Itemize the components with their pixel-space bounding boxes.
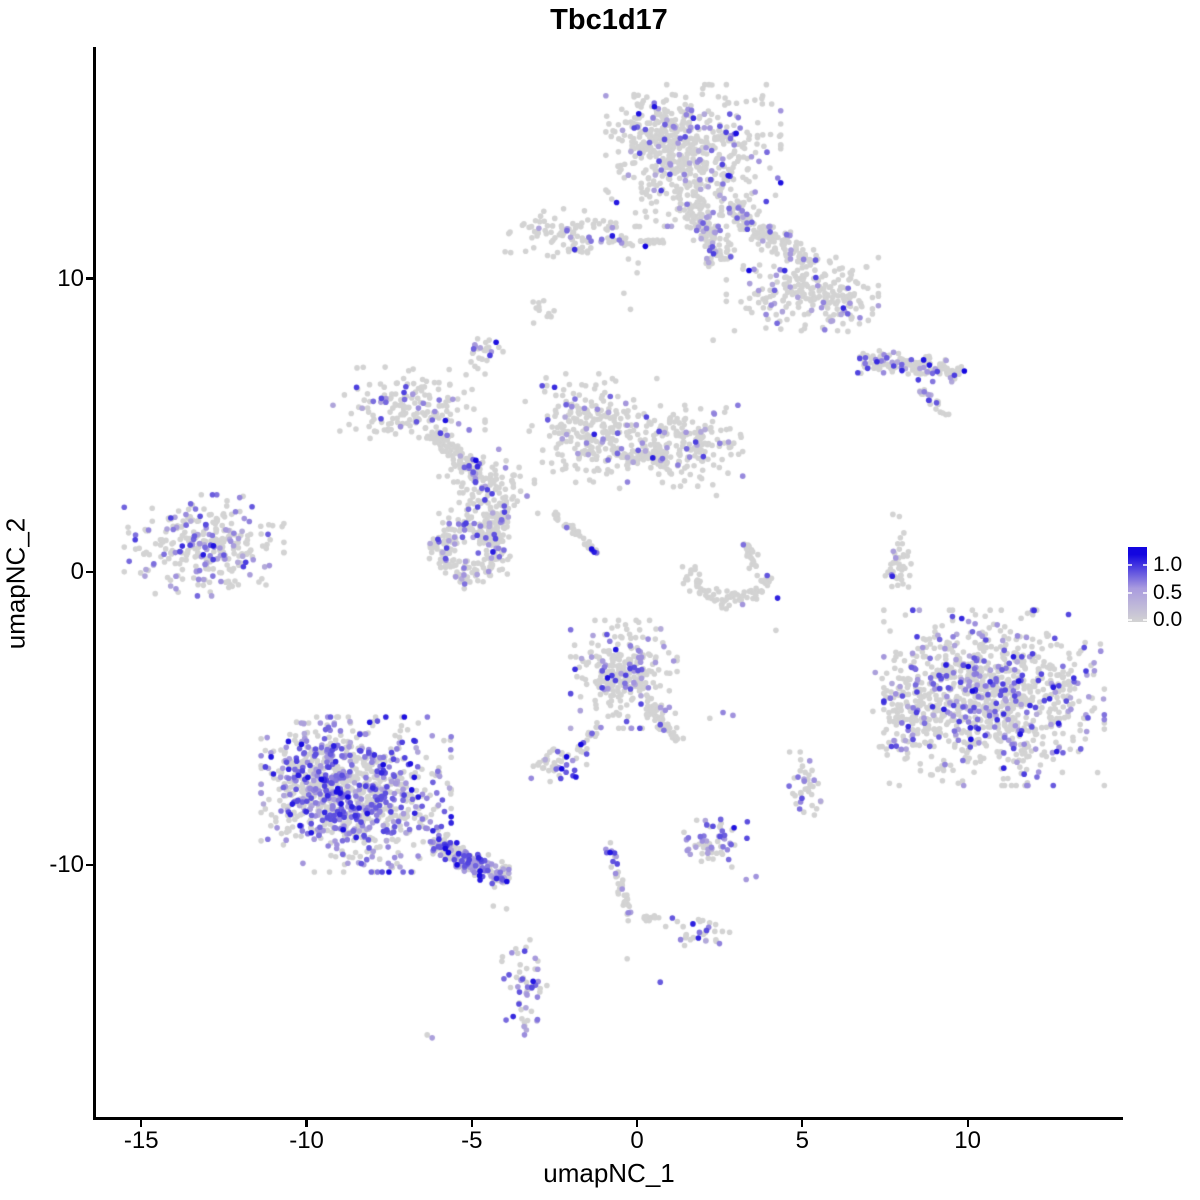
y-tick-label: 10 [57, 264, 84, 292]
x-axis-line [93, 1117, 1123, 1120]
y-tick-label: -10 [49, 850, 84, 878]
x-tick-label: 5 [795, 1127, 810, 1154]
x-tick-mark [305, 1119, 308, 1127]
y-tick-label: 0 [70, 557, 84, 585]
legend-tick-label: 0.5 [1153, 580, 1183, 604]
legend-colorbar-notch [1143, 619, 1147, 621]
legend-tick-label: 1.0 [1153, 553, 1183, 576]
x-tick-label: -15 [123, 1127, 159, 1154]
x-tick-mark [801, 1119, 804, 1127]
x-tick-mark [966, 1119, 969, 1127]
y-tick-mark [86, 277, 93, 280]
legend-colorbar-notch [1143, 564, 1147, 566]
legend-colorbar [1128, 547, 1147, 622]
legend-tick-label: 0.0 [1153, 608, 1183, 631]
y-axis-label: umapNC_2 [0, 517, 31, 650]
x-tick-mark [470, 1119, 473, 1127]
x-tick-label: -10 [289, 1127, 324, 1154]
y-axis-line [93, 47, 96, 1120]
x-tick-label: 0 [630, 1127, 644, 1154]
y-tick-mark [86, 570, 93, 573]
legend-colorbar-notch [1143, 591, 1147, 594]
x-tick-mark [140, 1119, 143, 1127]
x-tick-mark [635, 1119, 639, 1127]
expression-legend: 1.0 0.5 0.0 [1124, 540, 1200, 635]
y-tick-mark [86, 863, 93, 866]
legend-colorbar-notch [1128, 619, 1132, 621]
x-tick-label: -5 [461, 1127, 483, 1154]
legend-colorbar-notch [1128, 591, 1132, 594]
x-axis-label: umapNC_1 [543, 1158, 675, 1188]
legend-colorbar-notch [1128, 564, 1132, 566]
x-tick-label: 10 [954, 1127, 981, 1154]
